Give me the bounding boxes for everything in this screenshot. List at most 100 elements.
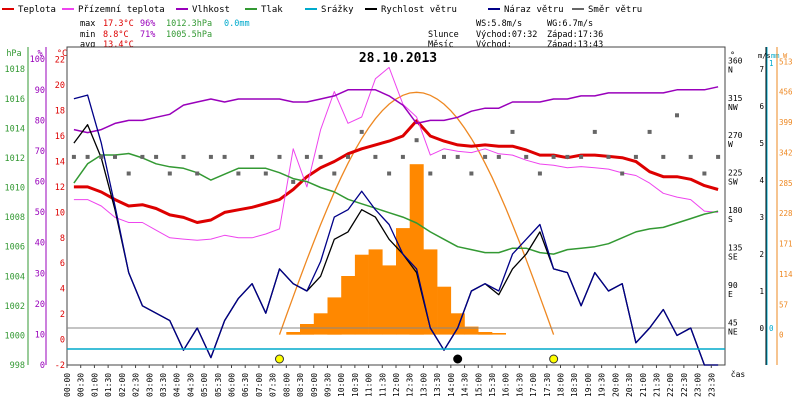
x-tick-label: 15:30 <box>488 373 497 397</box>
x-tick-label: 01:30 <box>104 373 113 397</box>
celsius-tick-label: 14 <box>55 157 65 167</box>
stat-value: 96% <box>140 19 155 29</box>
radiation-bar <box>341 276 356 335</box>
chart-title: 28.10.2013 <box>359 51 437 66</box>
legend-item: Náraz větru <box>488 5 564 15</box>
direction-point <box>85 154 90 159</box>
series-tlak <box>73 152 719 255</box>
stat-value: Západ:13:43 <box>547 40 603 50</box>
radiation-axis-label: W <box>783 52 788 60</box>
x-tick-label: 00:30 <box>77 373 86 397</box>
direction-point <box>537 171 542 176</box>
percent-tick-label: 100 <box>30 55 45 65</box>
hpa-axis-label: hPa <box>6 49 21 59</box>
direction-point <box>99 154 104 159</box>
x-tick-label: 17:30 <box>543 373 552 397</box>
series-line <box>73 86 719 134</box>
celsius-tick-label: 18 <box>55 107 65 117</box>
series-line <box>73 119 719 224</box>
direction-point <box>579 154 584 159</box>
hpa-tick-label: 1016 <box>5 95 25 105</box>
hpa-tick-label: 1006 <box>5 243 25 253</box>
radiation-tick-label: 57 <box>779 300 788 309</box>
x-tick-label: 22:00 <box>666 373 675 397</box>
celsius-tick-label: 22 <box>55 56 65 66</box>
direction-tick-label: S <box>728 215 733 224</box>
x-tick-label: 04:00 <box>173 373 182 397</box>
radiation-bar <box>368 249 383 335</box>
celsius-tick-label: 12 <box>55 183 65 193</box>
percent-tick-label: 50 <box>35 208 45 218</box>
direction-tick-label: W <box>728 140 733 149</box>
direction-tick-label: 225 <box>728 169 743 178</box>
legend-label: Rychlost větru <box>381 5 457 15</box>
direction-point <box>236 171 241 176</box>
stat-value: 13.4°C <box>103 40 134 50</box>
series-teplota <box>73 119 719 224</box>
direction-point <box>277 154 282 159</box>
direction-point <box>373 154 378 159</box>
wind-tick-label: 7 <box>759 65 764 74</box>
legend-label: Tlak <box>261 5 283 15</box>
legend: Teplota Přízemní teplota Vlhkost Tlak Srážky… <box>2 5 642 15</box>
x-tick-label: 10:30 <box>351 373 360 397</box>
x-tick-label: 23:00 <box>694 373 703 397</box>
direction-point <box>565 154 570 159</box>
hpa-tick-label: 1012 <box>5 154 25 164</box>
radiation-bar <box>354 254 369 335</box>
direction-point <box>263 171 268 176</box>
x-tick-label: 02:30 <box>132 373 141 397</box>
direction-tick-label: SE <box>728 253 738 262</box>
hpa-tick-label: 1004 <box>5 272 25 282</box>
series-směr-větru <box>71 113 721 184</box>
direction-point <box>359 129 364 134</box>
x-tick-label: 22:30 <box>680 373 689 397</box>
series-line <box>73 94 719 366</box>
stat-value: 1012.3hPa <box>166 19 212 29</box>
x-tick-label: 03:00 <box>145 373 154 397</box>
radiation-bar <box>409 164 424 335</box>
sun-marker <box>274 354 284 364</box>
direction-tick-label: E <box>728 290 733 299</box>
direction-point <box>318 154 323 159</box>
stat-label: avg <box>80 40 95 50</box>
direction-point <box>606 154 611 159</box>
direction-point <box>428 171 433 176</box>
x-tick-label: 10:00 <box>337 373 346 397</box>
radiation-bar <box>478 332 493 335</box>
rain-tick-label: 0 <box>769 324 774 333</box>
direction-tick-label: 270 <box>728 131 743 140</box>
x-tick-label: 13:30 <box>433 373 442 397</box>
radiation-bar <box>437 286 452 335</box>
x-tick-label: 07:00 <box>255 373 264 397</box>
direction-tick-label: 45 <box>728 319 738 328</box>
x-tick-label: 02:00 <box>118 373 127 397</box>
direction-point <box>524 154 529 159</box>
x-tick-label: 18:30 <box>570 373 579 397</box>
rain-axis-label: mm <box>771 52 779 60</box>
wind-tick-label: 0 <box>759 324 764 333</box>
x-tick-label: 11:30 <box>378 373 387 397</box>
direction-point <box>154 154 159 159</box>
x-tick-label: 17:00 <box>529 373 538 397</box>
axes-layer: hPa% °C9981000100210041006100810101012101… <box>5 47 793 397</box>
stat-value: 71% <box>140 30 155 40</box>
radiation-bar <box>313 313 328 335</box>
x-tick-label: 06:30 <box>241 373 250 397</box>
direction-point <box>551 154 556 159</box>
direction-tick-label: SW <box>728 178 738 187</box>
x-tick-label: 21:00 <box>639 373 648 397</box>
direction-point <box>222 154 227 159</box>
direction-point <box>647 129 652 134</box>
x-tick-label: 19:30 <box>598 373 607 397</box>
radiation-bar <box>450 313 465 335</box>
percent-tick-label: 60 <box>35 178 45 188</box>
wind-axis-label: m/s <box>758 52 771 60</box>
legend-item: Srážky <box>305 5 354 15</box>
x-tick-label: 14:00 <box>447 373 456 397</box>
legend-label: Směr větru <box>588 5 642 15</box>
direction-point <box>291 179 296 184</box>
stat-label: Měsíc <box>428 40 454 50</box>
x-tick-label: 06:00 <box>228 373 237 397</box>
direction-point <box>195 171 200 176</box>
